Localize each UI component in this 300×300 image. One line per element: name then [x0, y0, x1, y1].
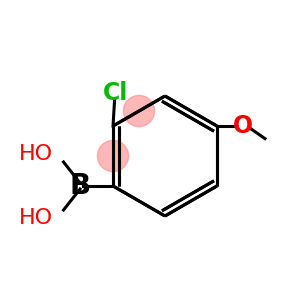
- Text: HO: HO: [19, 145, 53, 164]
- Circle shape: [98, 140, 129, 172]
- Text: B: B: [70, 172, 91, 200]
- Text: HO: HO: [19, 208, 53, 227]
- Circle shape: [123, 95, 154, 127]
- Text: O: O: [232, 114, 253, 138]
- Text: Cl: Cl: [103, 81, 129, 105]
